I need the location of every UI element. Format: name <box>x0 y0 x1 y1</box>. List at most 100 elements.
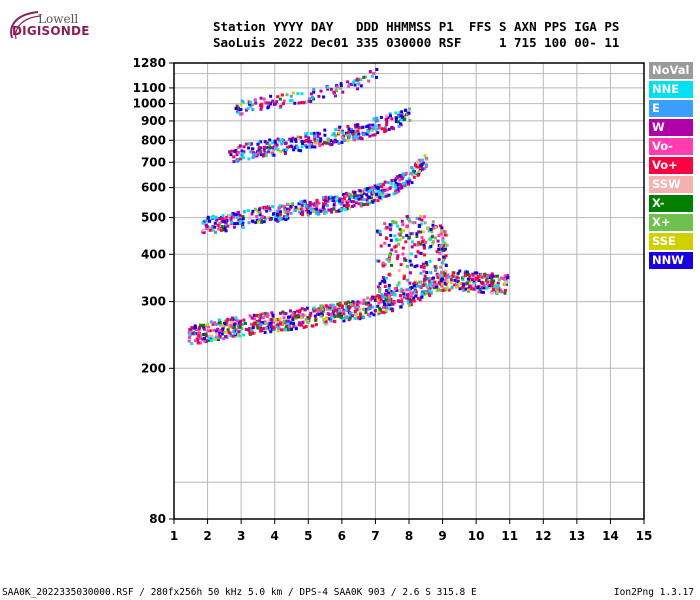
data-point <box>241 221 245 225</box>
data-point <box>269 330 273 334</box>
data-point <box>366 296 370 300</box>
data-point <box>236 109 240 113</box>
data-point <box>263 331 267 334</box>
data-point <box>323 133 327 137</box>
data-point <box>325 210 328 214</box>
data-point <box>443 273 447 277</box>
data-point <box>411 298 414 302</box>
data-point <box>312 87 316 91</box>
data-point <box>388 293 391 297</box>
data-point <box>257 210 261 214</box>
data-point <box>381 261 385 265</box>
data-point <box>413 243 417 247</box>
data-point <box>262 220 266 224</box>
data-point <box>205 227 209 231</box>
data-point <box>268 138 272 142</box>
legend-item: SSW <box>649 176 693 193</box>
data-point <box>210 337 214 341</box>
data-point <box>428 293 432 297</box>
data-point <box>385 237 389 240</box>
data-point <box>490 284 494 288</box>
data-point <box>218 334 222 338</box>
data-point <box>443 241 447 245</box>
data-point <box>233 149 236 153</box>
logo-swoosh-icon <box>10 11 41 40</box>
data-point <box>425 263 429 267</box>
data-point <box>397 120 401 124</box>
data-point <box>384 298 388 302</box>
data-point <box>472 280 476 284</box>
data-point <box>270 311 274 315</box>
data-point <box>410 172 414 176</box>
data-point <box>205 323 209 327</box>
legend-item: X- <box>649 195 693 212</box>
data-point <box>440 226 444 230</box>
data-point <box>251 103 255 107</box>
data-point <box>384 296 388 300</box>
data-point <box>296 313 300 317</box>
data-point <box>416 160 419 164</box>
data-point <box>359 191 363 195</box>
data-point <box>357 197 361 201</box>
data-point <box>303 207 306 210</box>
data-point <box>323 128 327 132</box>
data-point <box>378 195 382 199</box>
data-point <box>354 125 358 129</box>
data-point <box>419 271 423 275</box>
data-point <box>479 273 483 277</box>
data-point <box>287 319 291 323</box>
x-tick-label: 15 <box>636 529 653 543</box>
data-point <box>350 195 354 199</box>
data-point <box>299 200 303 204</box>
data-point <box>428 282 432 286</box>
data-point <box>399 174 403 178</box>
data-point <box>437 234 441 238</box>
data-point <box>247 157 251 161</box>
data-point <box>325 322 329 326</box>
data-point <box>397 242 401 246</box>
data-point <box>245 108 248 112</box>
data-point <box>399 294 403 298</box>
data-point <box>325 304 329 308</box>
data-point <box>398 183 402 186</box>
data-point <box>355 78 359 82</box>
data-point <box>294 315 298 319</box>
data-point <box>376 190 380 194</box>
data-point <box>368 303 372 307</box>
data-point <box>268 146 272 150</box>
data-point <box>439 265 443 269</box>
data-point <box>283 328 287 332</box>
data-point <box>302 325 306 329</box>
data-point <box>261 316 265 320</box>
data-point <box>297 101 301 105</box>
data-point <box>237 321 241 325</box>
data-point <box>440 271 444 275</box>
data-point <box>225 320 229 324</box>
data-point <box>235 104 239 108</box>
data-point <box>386 297 390 301</box>
data-point <box>398 227 402 231</box>
data-point <box>458 269 462 273</box>
data-point <box>321 196 325 200</box>
data-point <box>384 308 388 312</box>
data-point <box>329 208 333 212</box>
data-point <box>429 284 433 288</box>
data-point <box>255 209 259 213</box>
data-point <box>321 142 324 146</box>
data-point <box>269 318 273 322</box>
data-point <box>441 239 445 243</box>
data-point <box>339 202 343 206</box>
data-point <box>365 132 369 136</box>
data-point <box>401 236 405 239</box>
data-point <box>260 218 263 222</box>
data-point <box>422 243 426 247</box>
data-point <box>416 243 420 247</box>
data-point <box>268 207 272 210</box>
data-point <box>329 307 333 311</box>
data-point <box>431 242 434 246</box>
data-point <box>503 282 507 286</box>
data-point <box>341 317 345 320</box>
data-point <box>303 202 307 205</box>
data-point <box>354 197 358 201</box>
data-point <box>455 276 459 280</box>
